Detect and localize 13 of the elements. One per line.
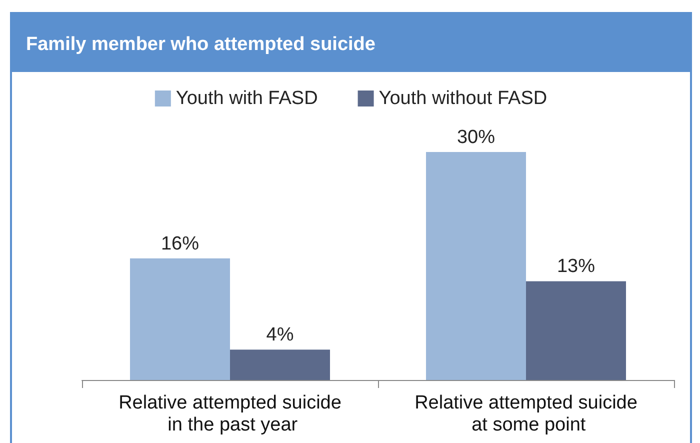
bar <box>426 152 526 380</box>
legend-label: Youth without FASD <box>378 88 548 109</box>
data-label: 13% <box>556 256 596 278</box>
data-label: 30% <box>456 127 496 148</box>
bar <box>526 281 626 380</box>
x-tick-label: Relative attempted suicide in the past year <box>118 392 342 436</box>
legend-label: Youth with FASD <box>176 88 318 109</box>
bar <box>130 258 230 380</box>
data-label: 16% <box>160 233 200 254</box>
chart-title: Family member who attempted suicide <box>12 14 690 72</box>
bar <box>230 350 330 380</box>
x-tick-label: Relative attempted suicide at some point <box>414 392 638 436</box>
data-label: 4% <box>266 324 294 346</box>
